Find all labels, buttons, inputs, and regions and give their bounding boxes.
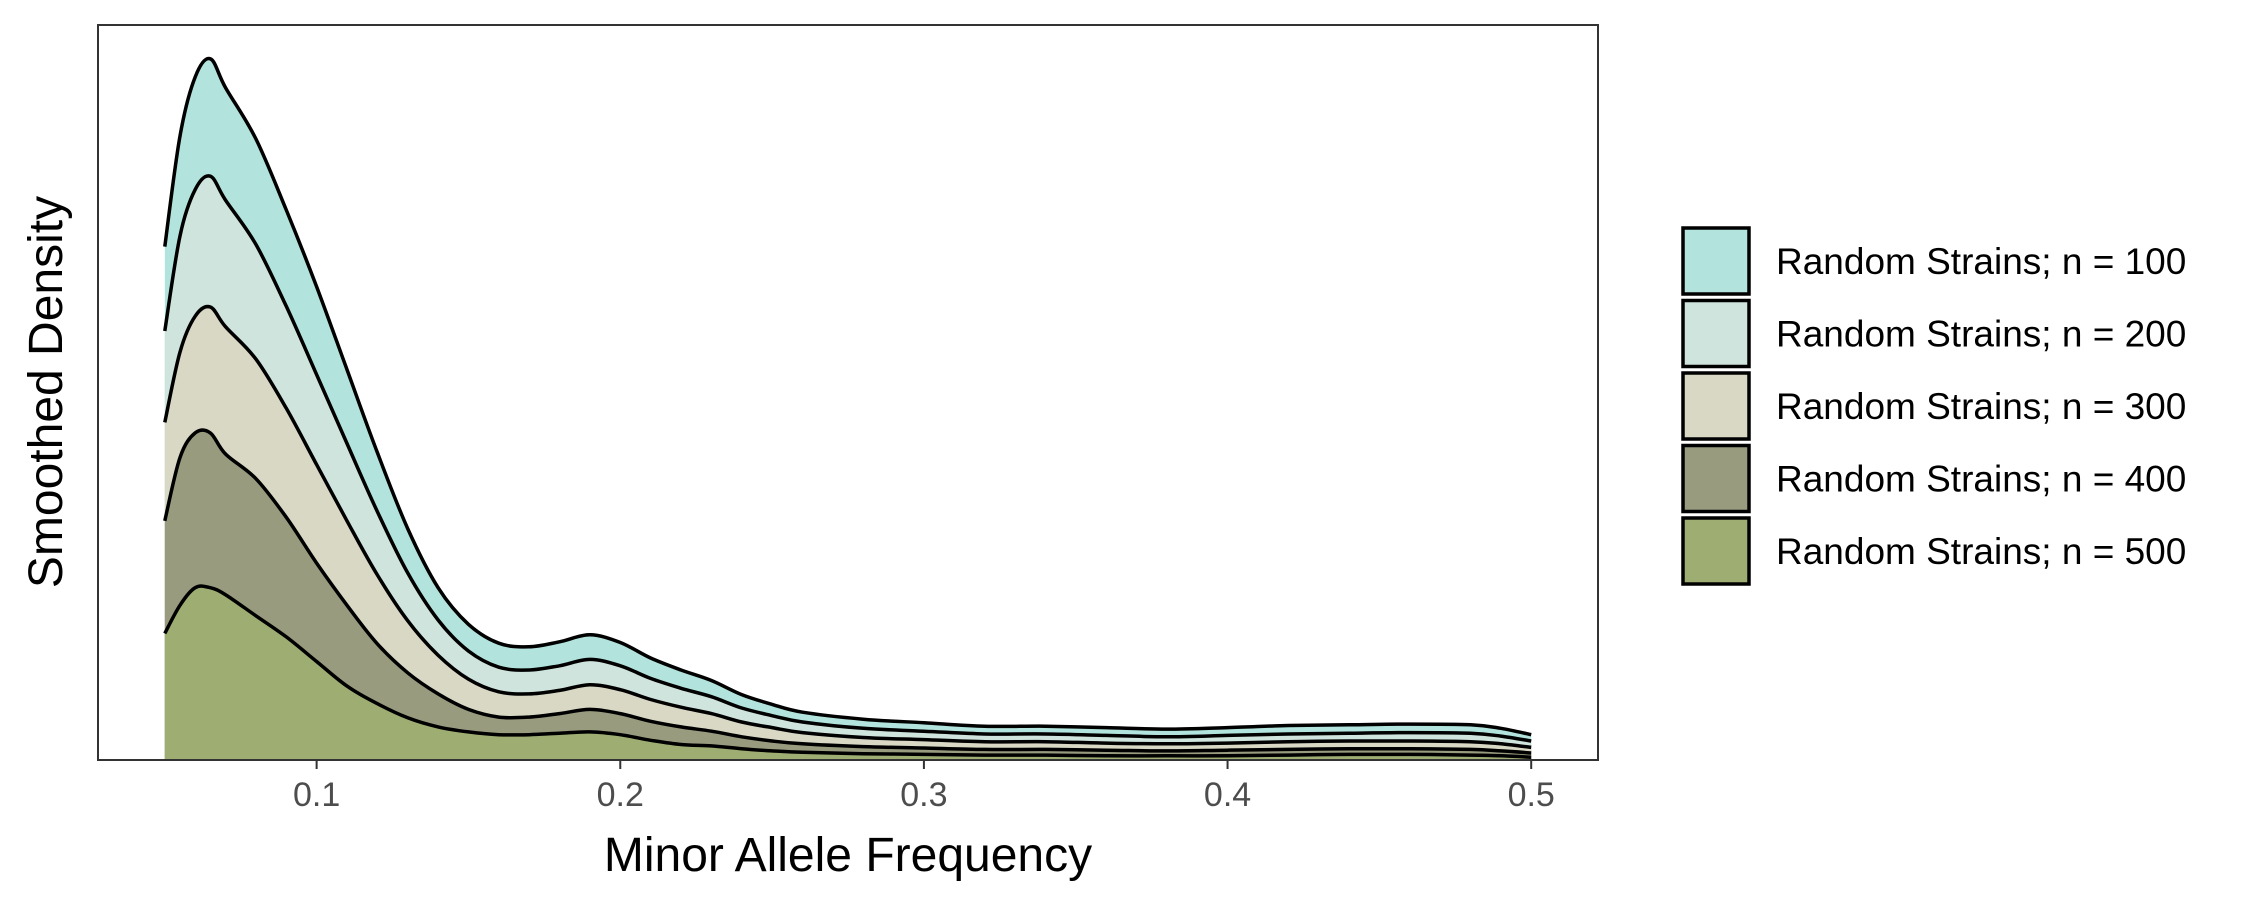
- x-tick-label: 0.3: [900, 776, 947, 814]
- legend: Random Strains; n = 100 Random Strains; n…: [1681, 226, 2186, 586]
- x-tick-label: 0.5: [1508, 776, 1555, 814]
- stacked-areas: [163, 56, 1532, 761]
- x-tick-label: 0.1: [293, 776, 340, 814]
- area-outline-n-100: [163, 56, 1532, 737]
- legend-label-n-100: Random Strains; n = 100: [1776, 241, 2186, 282]
- area-outline-n-500: [163, 584, 1532, 759]
- legend-key-n-100: [1681, 226, 1751, 296]
- y-axis-title: Smoothed Density: [20, 196, 73, 588]
- legend-label-n-400: Random Strains; n = 400: [1776, 459, 2186, 500]
- x-tick-label: 0.4: [1204, 776, 1251, 814]
- legend-label-n-300: Random Strains; n = 300: [1776, 386, 2186, 427]
- legend-key-n-200: [1681, 298, 1751, 369]
- plot-panel-border: [97, 24, 1599, 761]
- area-outline-n-300: [163, 304, 1532, 750]
- legend-key-n-300: [1681, 371, 1751, 441]
- legend-key-n-500: [1681, 516, 1751, 586]
- x-tick-label: 0.2: [597, 776, 644, 814]
- area-outline-n-200: [163, 174, 1532, 743]
- x-axis-title: Minor Allele Frequency: [604, 829, 1092, 882]
- area-outline-n-400: [163, 428, 1532, 755]
- area-n-500: [164, 586, 1532, 760]
- legend-label-n-200: Random Strains; n = 200: [1776, 314, 2186, 355]
- legend-label-n-500: Random Strains; n = 500: [1776, 531, 2186, 572]
- legend-key-n-400: [1681, 443, 1751, 514]
- x-axis-ticks: 0.1 0.2 0.3 0.4 0.5: [293, 760, 1555, 814]
